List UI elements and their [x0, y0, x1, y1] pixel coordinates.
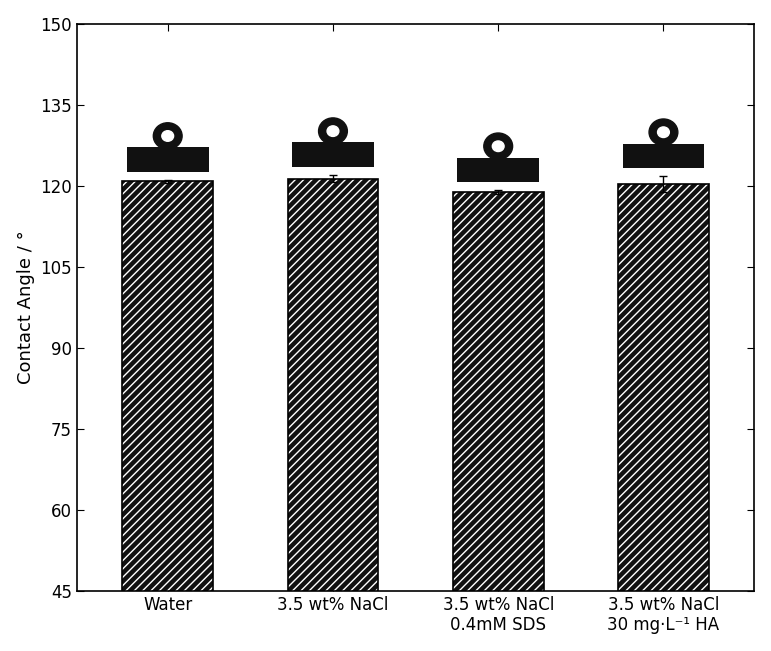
Bar [292, 143, 374, 167]
Ellipse shape [649, 119, 678, 145]
Bar [618, 184, 709, 590]
Bar [618, 184, 709, 590]
Ellipse shape [318, 118, 348, 145]
Bar [288, 178, 379, 590]
Bar [453, 192, 544, 590]
Bar [126, 147, 209, 172]
Bar [457, 158, 539, 182]
Ellipse shape [153, 123, 182, 149]
Ellipse shape [162, 131, 173, 141]
Bar [453, 192, 544, 590]
Ellipse shape [493, 141, 504, 152]
Y-axis label: Contact Angle / °: Contact Angle / ° [17, 230, 35, 384]
Bar [622, 144, 705, 168]
Bar [123, 182, 213, 590]
Bar [123, 182, 213, 590]
Ellipse shape [484, 133, 513, 159]
Bar [288, 178, 379, 590]
Ellipse shape [658, 127, 669, 137]
Ellipse shape [327, 126, 338, 137]
